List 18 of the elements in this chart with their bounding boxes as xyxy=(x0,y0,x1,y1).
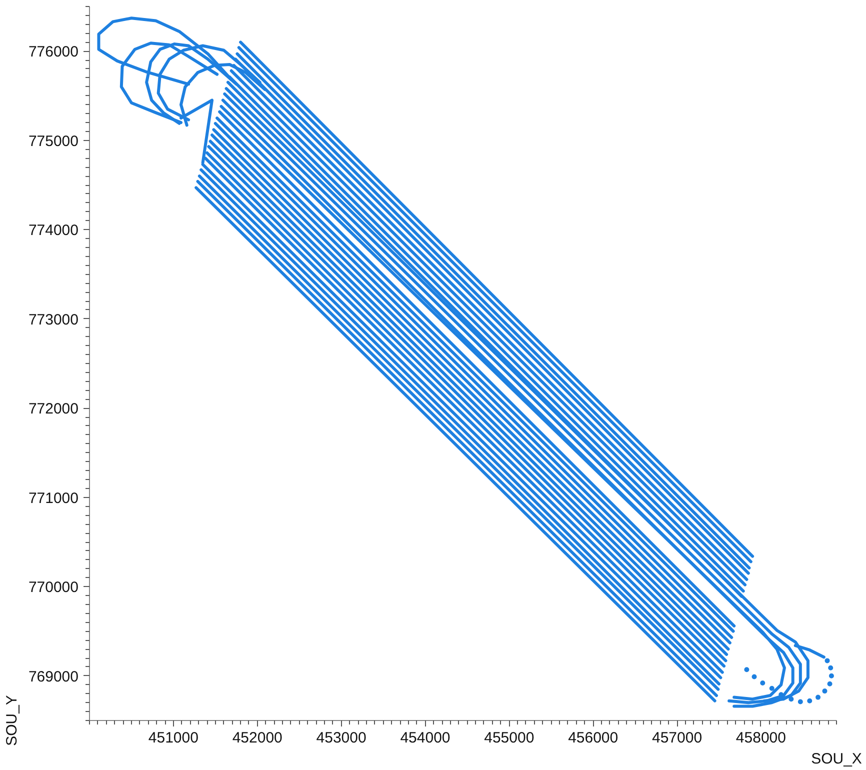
y-tick-label: 772000 xyxy=(28,400,79,418)
y-tick-label: 774000 xyxy=(28,222,79,240)
y-tick-label: 775000 xyxy=(28,132,79,150)
x-tick-label: 455000 xyxy=(484,730,534,746)
y-tick-label: 769000 xyxy=(28,668,79,686)
y-tick-label: 776000 xyxy=(28,44,79,61)
y-tick-label: 770000 xyxy=(28,579,79,596)
x-tick-label: 456000 xyxy=(568,730,618,746)
x-axis-title: SOU_X xyxy=(811,750,862,768)
x-tick-label: 454000 xyxy=(400,730,450,746)
y-axis-title: SOU_Y xyxy=(3,695,20,746)
x-tick-label: 452000 xyxy=(232,730,282,746)
x-tick-label: 451000 xyxy=(148,730,198,746)
x-tick-label: 458000 xyxy=(736,730,786,746)
x-tick-label: 453000 xyxy=(316,730,366,746)
y-tick-label: 771000 xyxy=(28,490,79,507)
y-tick-label: 773000 xyxy=(28,311,79,328)
x-tick-label: 457000 xyxy=(652,730,702,746)
